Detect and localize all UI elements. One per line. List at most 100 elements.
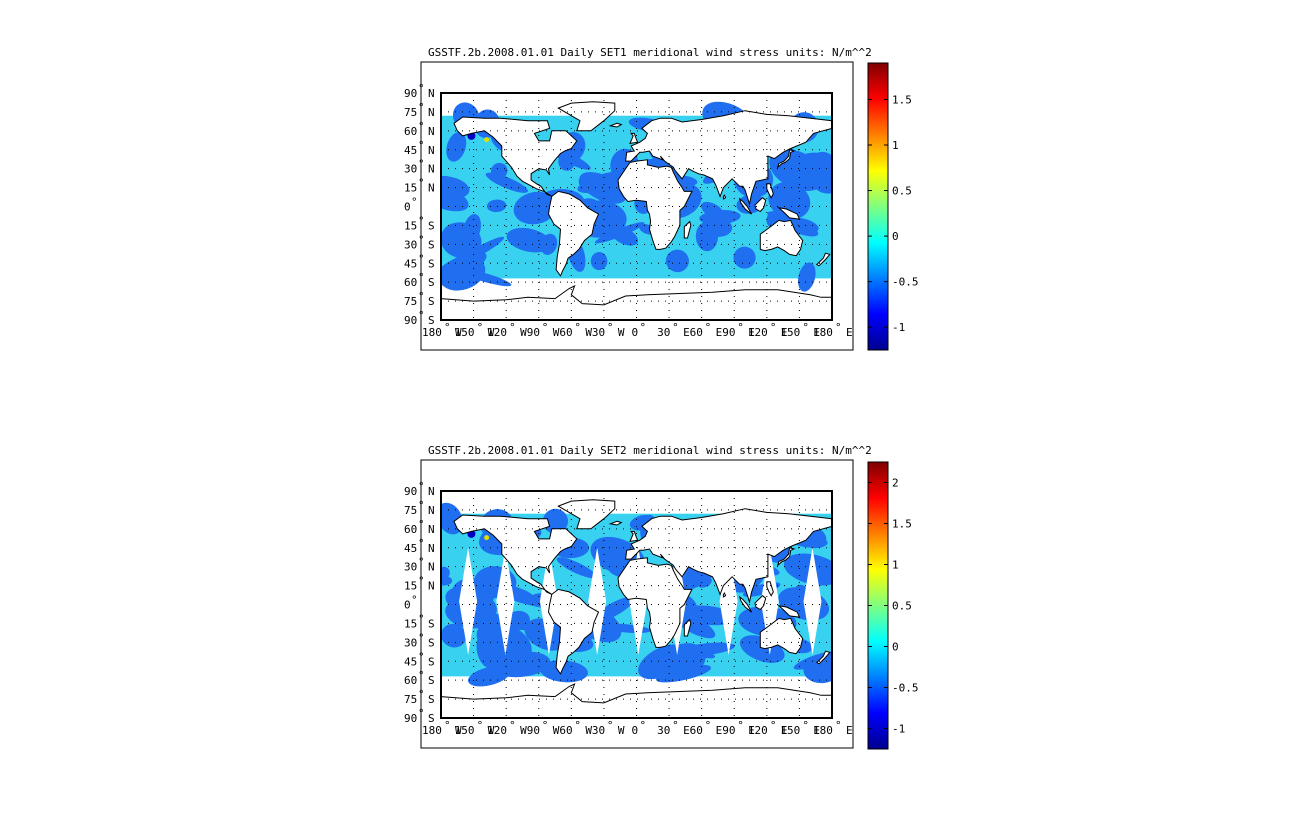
field-patch (597, 623, 618, 640)
degree-mark: ° (477, 719, 484, 732)
lat-hemisphere-label: S (428, 276, 435, 289)
lon-hemisphere-label: E (781, 326, 788, 339)
degree-mark: ° (411, 196, 418, 209)
landmass (722, 592, 727, 598)
lat-tick-label: 75 (404, 106, 417, 119)
degree-mark: ° (418, 120, 425, 133)
lat-tick-label: 75 (404, 295, 417, 308)
field-gap (803, 547, 822, 655)
degree-mark: ° (418, 177, 425, 190)
colorbar-tick-label: -1 (892, 321, 905, 334)
degree-mark: ° (418, 499, 425, 512)
lat-tick-label: 90 (404, 87, 417, 100)
degree-mark: ° (418, 480, 425, 493)
degree-mark: ° (418, 556, 425, 569)
field-patch (462, 213, 481, 245)
lon-hemisphere-label: W (585, 724, 592, 737)
lon-hemisphere-label: E (813, 724, 820, 737)
lat-hemisphere-label: S (428, 238, 435, 251)
lat-hemisphere-label: S (428, 636, 435, 649)
plot-frame (420, 61, 854, 351)
lat-hemisphere-label: N (428, 182, 435, 195)
lat-tick-label: 45 (404, 144, 417, 157)
degree-mark: ° (418, 688, 425, 701)
lon-tick-label: 90 (722, 326, 735, 339)
degree-mark: ° (574, 719, 581, 732)
degree-mark: ° (418, 139, 425, 152)
lat-tick-label: 30 (404, 561, 417, 574)
lat-hemisphere-label: N (428, 542, 435, 555)
lon-hemisphere-label: W (488, 724, 495, 737)
graticule (440, 490, 833, 719)
colorbar-tick-label: 1.5 (892, 93, 912, 106)
colorbar-tick-label: -0.5 (892, 276, 919, 289)
colorbar: -1 -0.5 0 0.5 1 1.5 2 (867, 461, 919, 750)
field-gap (588, 547, 607, 655)
colorbar-tick-label: 1.5 (892, 518, 912, 531)
colorbar-tick-label: 0.5 (892, 185, 912, 198)
degree-mark: ° (418, 650, 425, 663)
landmass (629, 530, 639, 543)
lon-hemisphere-label: W (553, 326, 560, 339)
degree-mark: ° (418, 214, 425, 227)
lon-tick-label: 30 (592, 724, 605, 737)
landmass (683, 618, 692, 637)
field-patch (441, 256, 486, 291)
landmass (683, 220, 692, 239)
degree-mark: ° (411, 594, 418, 607)
landmass (629, 132, 639, 145)
lon-hemisphere-label: E (716, 724, 723, 737)
lon-tick-label: 60 (559, 326, 572, 339)
lon-hemisphere-label: E (748, 326, 755, 339)
landmass (547, 190, 600, 277)
lat-tick-label: 75 (404, 693, 417, 706)
landmass (754, 197, 767, 213)
degree-mark: ° (418, 252, 425, 265)
degree-mark: ° (418, 271, 425, 284)
lon-hemisphere-label: E (781, 724, 788, 737)
degree-mark: ° (418, 669, 425, 682)
degree-mark: ° (418, 233, 425, 246)
field-patch (542, 508, 568, 534)
lon-tick-label: 60 (559, 724, 572, 737)
landmass (722, 194, 727, 200)
field-patch (591, 206, 615, 231)
lat-hemisphere-label: N (428, 87, 435, 100)
field-patch (513, 191, 558, 225)
degree-mark: ° (705, 321, 712, 334)
degree-mark: ° (672, 321, 679, 334)
field-patch (695, 221, 718, 252)
lat-hemisphere-label: S (428, 219, 435, 232)
lat-hemisphere-label: S (428, 314, 435, 327)
colorbar-tick-label: 1 (892, 139, 899, 152)
lat-hemisphere-label: N (428, 144, 435, 157)
degree-mark: ° (737, 321, 744, 334)
lon-tick-label: 0 (632, 326, 639, 339)
lon-hemisphere-label: E (683, 326, 690, 339)
lon-hemisphere-label: W (520, 326, 527, 339)
degree-mark: ° (477, 321, 484, 334)
lat-tick-label: 60 (404, 276, 417, 289)
landmass (617, 557, 693, 648)
landmass (557, 499, 616, 530)
lat-tick-label: 30 (404, 636, 417, 649)
landmass (766, 183, 774, 199)
landmass (754, 595, 767, 611)
field-maximum (484, 535, 490, 541)
landmass (815, 252, 831, 267)
degree-mark: ° (418, 631, 425, 644)
lat-hemisphere-label: S (428, 295, 435, 308)
field-patch (665, 249, 689, 273)
degree-mark: ° (418, 101, 425, 114)
lon-tick-label: 60 (690, 724, 703, 737)
lat-tick-label: 30 (404, 238, 417, 251)
field-patch (446, 132, 467, 162)
lon-hemisphere-label: W (488, 326, 495, 339)
lon-hemisphere-label: E (813, 326, 820, 339)
colorbar-tick-label: 0.5 (892, 600, 912, 613)
lon-hemisphere-label: E (748, 724, 755, 737)
lat-tick-label: 0 (404, 599, 411, 612)
lon-tick-label: 150 (455, 724, 475, 737)
lat-tick-label: 15 (404, 580, 417, 593)
